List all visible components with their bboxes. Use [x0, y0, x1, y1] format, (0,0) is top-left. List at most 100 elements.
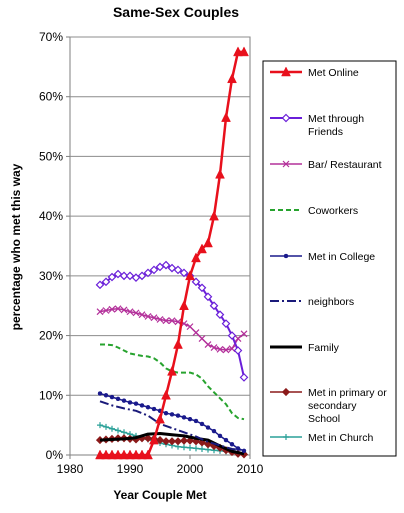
gridlines: [70, 36, 250, 396]
x-tick-label: 1990: [117, 462, 144, 476]
series-met-in-college: [97, 391, 247, 454]
data-point: [241, 448, 247, 454]
series-met-through-friends: [95, 260, 249, 382]
data-point: [121, 398, 127, 403]
data-point: [193, 445, 199, 452]
data-point: [161, 260, 171, 270]
data-point: [181, 444, 187, 451]
data-point: [210, 344, 218, 351]
data-point: [223, 437, 229, 443]
data-point: [281, 113, 291, 123]
data-point: [283, 253, 289, 259]
y-tick-label: 0%: [46, 448, 64, 462]
legend-label: Met in Church: [308, 432, 374, 444]
data-point: [127, 400, 133, 405]
data-point: [162, 317, 170, 325]
data-point: [132, 309, 140, 317]
data-point: [197, 283, 207, 293]
data-point: [97, 391, 103, 396]
data-point: [198, 335, 206, 342]
data-point: [102, 307, 110, 314]
data-point: [233, 46, 243, 57]
data-point: [199, 446, 205, 453]
data-point: [173, 437, 183, 446]
data-point: [193, 418, 199, 424]
series-layer: [95, 46, 249, 460]
data-point: [185, 270, 195, 281]
data-point: [283, 434, 289, 440]
data-point: [204, 341, 212, 348]
data-point: [227, 331, 237, 340]
data-point: [103, 393, 109, 398]
data-point: [125, 449, 135, 460]
legend-label: Met in College: [308, 251, 375, 263]
data-point: [175, 413, 181, 418]
data-point: [216, 345, 224, 353]
data-point: [115, 427, 121, 434]
legend-entry: Bar/ Restaurant: [270, 159, 382, 171]
data-point: [191, 252, 201, 263]
data-point: [167, 365, 177, 376]
series-met-online: [95, 46, 249, 460]
legend-label: Family: [308, 342, 340, 354]
y-tick-label: 10%: [39, 388, 63, 402]
data-point: [150, 314, 158, 322]
data-point: [139, 403, 145, 408]
data-point: [281, 66, 291, 77]
series-line: [99, 400, 245, 452]
data-point: [281, 387, 291, 397]
data-point: [205, 425, 211, 430]
data-point: [239, 373, 249, 382]
data-point: [126, 308, 134, 316]
data-point: [107, 272, 117, 282]
legend-entry: Met Online: [270, 66, 359, 79]
data-point: [101, 449, 111, 460]
series-family: [99, 432, 245, 456]
data-point: [156, 316, 164, 323]
legend-entry: Met in College: [270, 251, 375, 263]
data-point: [101, 277, 111, 287]
legend-entry: Family: [270, 342, 340, 354]
data-point: [192, 329, 200, 337]
data-point: [103, 423, 109, 430]
legend-label: Met through Friends: [308, 113, 364, 138]
data-point: [161, 389, 171, 400]
data-point: [187, 444, 193, 451]
series-neighbors: [99, 400, 245, 452]
y-tick-label: 20%: [39, 329, 63, 343]
y-tick-label: 60%: [39, 90, 63, 104]
data-point: [115, 396, 121, 402]
x-axis-ticks: 1980 1990 2000 2010: [57, 455, 264, 476]
data-point: [133, 401, 139, 406]
data-point: [173, 338, 183, 349]
data-point: [217, 433, 223, 439]
legend-label: Met in primary or secondary School: [308, 387, 387, 425]
data-point: [187, 416, 193, 422]
data-point: [120, 306, 128, 314]
data-point: [169, 412, 175, 417]
y-tick-label: 70%: [39, 30, 63, 44]
data-point: [108, 305, 116, 313]
data-point: [155, 436, 165, 445]
data-point: [137, 271, 147, 281]
data-point: [109, 425, 115, 432]
data-point: [114, 305, 122, 313]
x-tick-label: 1980: [57, 462, 84, 476]
data-point: [149, 434, 159, 445]
data-point: [119, 449, 129, 460]
data-point: [234, 335, 242, 342]
data-point: [137, 449, 147, 460]
data-point: [167, 437, 177, 446]
plot-area: [69, 36, 251, 456]
data-point: [95, 449, 105, 460]
chart-title: Same-Sex Couples: [113, 4, 239, 20]
data-point: [211, 428, 217, 434]
data-point: [161, 437, 171, 446]
legend-label: Coworkers: [308, 205, 358, 217]
x-tick-label: 2010: [237, 462, 264, 476]
legend-entry: Met in Church: [270, 432, 374, 444]
y-tick-label: 40%: [39, 209, 63, 223]
data-point: [119, 271, 129, 281]
